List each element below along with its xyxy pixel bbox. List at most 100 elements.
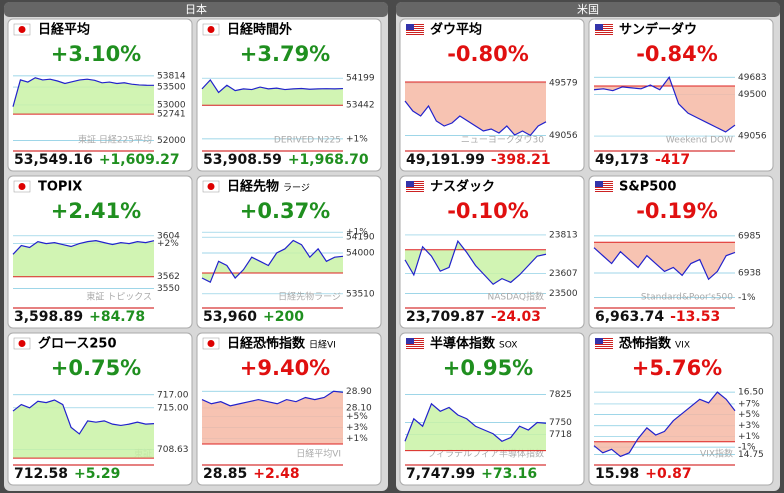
flag-canton bbox=[595, 181, 603, 187]
flag-sun bbox=[207, 26, 215, 33]
y-tick-label: 7750 bbox=[549, 418, 572, 428]
flag-canton bbox=[595, 338, 603, 344]
price-line bbox=[404, 239, 547, 286]
panel-name: グロース250 bbox=[38, 336, 117, 352]
watermark: VIX指数 bbox=[700, 448, 733, 460]
watermark: Weekend DOW bbox=[666, 136, 733, 146]
flag-stripe bbox=[406, 187, 424, 188]
flag-stripe bbox=[595, 30, 613, 31]
flag-stripe bbox=[595, 24, 613, 25]
price-change: +1,968.70 bbox=[288, 152, 369, 168]
price: 7,747.99 bbox=[406, 466, 475, 482]
flag-stripe bbox=[595, 189, 613, 190]
change-pct: -0.84% bbox=[636, 42, 718, 66]
change-pct: +0.95% bbox=[443, 356, 533, 380]
flag-stripe bbox=[406, 342, 424, 343]
price-line bbox=[201, 390, 344, 407]
area bbox=[13, 240, 154, 277]
y-tick-label: 53500 bbox=[157, 83, 186, 93]
price-line bbox=[12, 240, 155, 255]
y-tick-label: 28.90 bbox=[346, 387, 372, 397]
y-tick-label: 49683 bbox=[738, 73, 767, 83]
price-line bbox=[404, 402, 547, 442]
price: 49,173 bbox=[595, 152, 649, 168]
y-tick-label: +5% bbox=[346, 412, 368, 422]
y-tick-label: 54190 bbox=[346, 233, 375, 243]
panel-name: 半導体指数 bbox=[430, 336, 496, 352]
y-tick-label: -1% bbox=[738, 443, 756, 453]
flag-canton bbox=[406, 24, 414, 30]
flag-stripe bbox=[595, 191, 613, 192]
y-tick-label: +2% bbox=[157, 239, 179, 249]
y-tick-label: 16.50 bbox=[738, 388, 764, 398]
price-change: +200 bbox=[263, 309, 304, 325]
panel-name: S&P500 bbox=[619, 180, 676, 195]
flag-stripe bbox=[595, 338, 613, 339]
watermark: 日経平均VI bbox=[296, 448, 341, 460]
price: 53,908.59 bbox=[203, 152, 282, 168]
panel-name: ナスダック bbox=[430, 179, 495, 195]
flag-stripe bbox=[595, 342, 613, 343]
change-pct: +9.40% bbox=[240, 356, 330, 380]
flag-stripe bbox=[406, 346, 424, 347]
change-pct: +5.76% bbox=[632, 356, 722, 380]
watermark: ニューヨークダウ30 bbox=[461, 134, 544, 146]
price: 53,960 bbox=[203, 309, 257, 325]
section-header bbox=[396, 2, 780, 17]
watermark: NASDAQ指数 bbox=[488, 291, 544, 303]
flag-stripe bbox=[595, 181, 613, 182]
price-change: -398.21 bbox=[491, 152, 551, 168]
panel-name: 日経平均 bbox=[38, 22, 90, 38]
y-tick-label: 3604 bbox=[157, 231, 180, 241]
flag-stripe bbox=[406, 28, 424, 29]
flag-sun bbox=[207, 183, 215, 190]
flag-stripe bbox=[595, 34, 613, 35]
y-tick-label: +1% bbox=[346, 134, 368, 144]
flag-sun bbox=[18, 183, 26, 190]
y-tick-label: 49056 bbox=[738, 132, 767, 142]
area bbox=[13, 400, 154, 459]
panel-name: ダウ平均 bbox=[430, 22, 482, 38]
area bbox=[594, 392, 735, 457]
watermark: Standard&Poor's500 bbox=[641, 293, 733, 303]
flag-stripe bbox=[595, 26, 613, 27]
panel-sub: ラージ bbox=[283, 183, 310, 194]
price-line bbox=[593, 247, 736, 281]
area bbox=[594, 77, 735, 132]
area bbox=[13, 77, 154, 115]
flag-sun bbox=[207, 340, 215, 347]
y-tick-label: +1% bbox=[346, 434, 368, 444]
price-change: +5.29 bbox=[74, 466, 120, 482]
y-tick-label: 6985 bbox=[738, 231, 761, 241]
watermark: 日経先物ラージ bbox=[278, 291, 341, 303]
price: 3,598.89 bbox=[14, 309, 83, 325]
y-tick-label: 28.10 bbox=[346, 403, 372, 413]
flag-stripe bbox=[406, 181, 424, 182]
price-line bbox=[201, 78, 344, 94]
area bbox=[202, 240, 343, 283]
y-tick-label: +7% bbox=[738, 399, 760, 409]
y-tick-label: 23500 bbox=[549, 289, 578, 299]
price: 28.85 bbox=[203, 466, 247, 482]
flag-sun bbox=[18, 340, 26, 347]
panel-name: 日経恐怖指数 bbox=[227, 336, 306, 352]
flag-stripe bbox=[406, 183, 424, 184]
y-tick-label: +5% bbox=[738, 410, 760, 420]
flag-stripe bbox=[595, 346, 613, 347]
y-tick-label: 23813 bbox=[549, 230, 578, 240]
flag-stripe bbox=[595, 183, 613, 184]
y-tick-label: +3% bbox=[346, 423, 368, 433]
price-change: -417 bbox=[655, 152, 690, 168]
price: 15.98 bbox=[595, 466, 639, 482]
price-line bbox=[593, 76, 736, 133]
flag-canton bbox=[406, 338, 414, 344]
flag-stripe bbox=[595, 185, 613, 186]
y-tick-label: 23607 bbox=[549, 269, 578, 279]
area bbox=[202, 79, 343, 106]
flag-stripe bbox=[406, 191, 424, 192]
section-title: 日本 bbox=[185, 2, 207, 16]
price-line bbox=[12, 77, 155, 107]
y-tick-label: 54000 bbox=[346, 249, 375, 259]
flag-stripe bbox=[595, 340, 613, 341]
